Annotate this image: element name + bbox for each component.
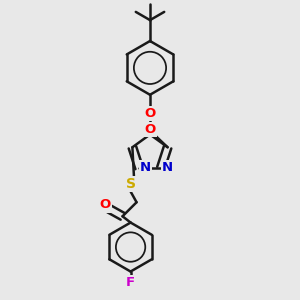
Text: S: S <box>126 177 136 191</box>
Text: N: N <box>162 161 173 175</box>
Text: O: O <box>144 107 156 120</box>
Text: N: N <box>140 161 151 175</box>
Text: F: F <box>126 276 135 290</box>
Text: O: O <box>144 123 156 136</box>
Text: O: O <box>100 198 111 212</box>
